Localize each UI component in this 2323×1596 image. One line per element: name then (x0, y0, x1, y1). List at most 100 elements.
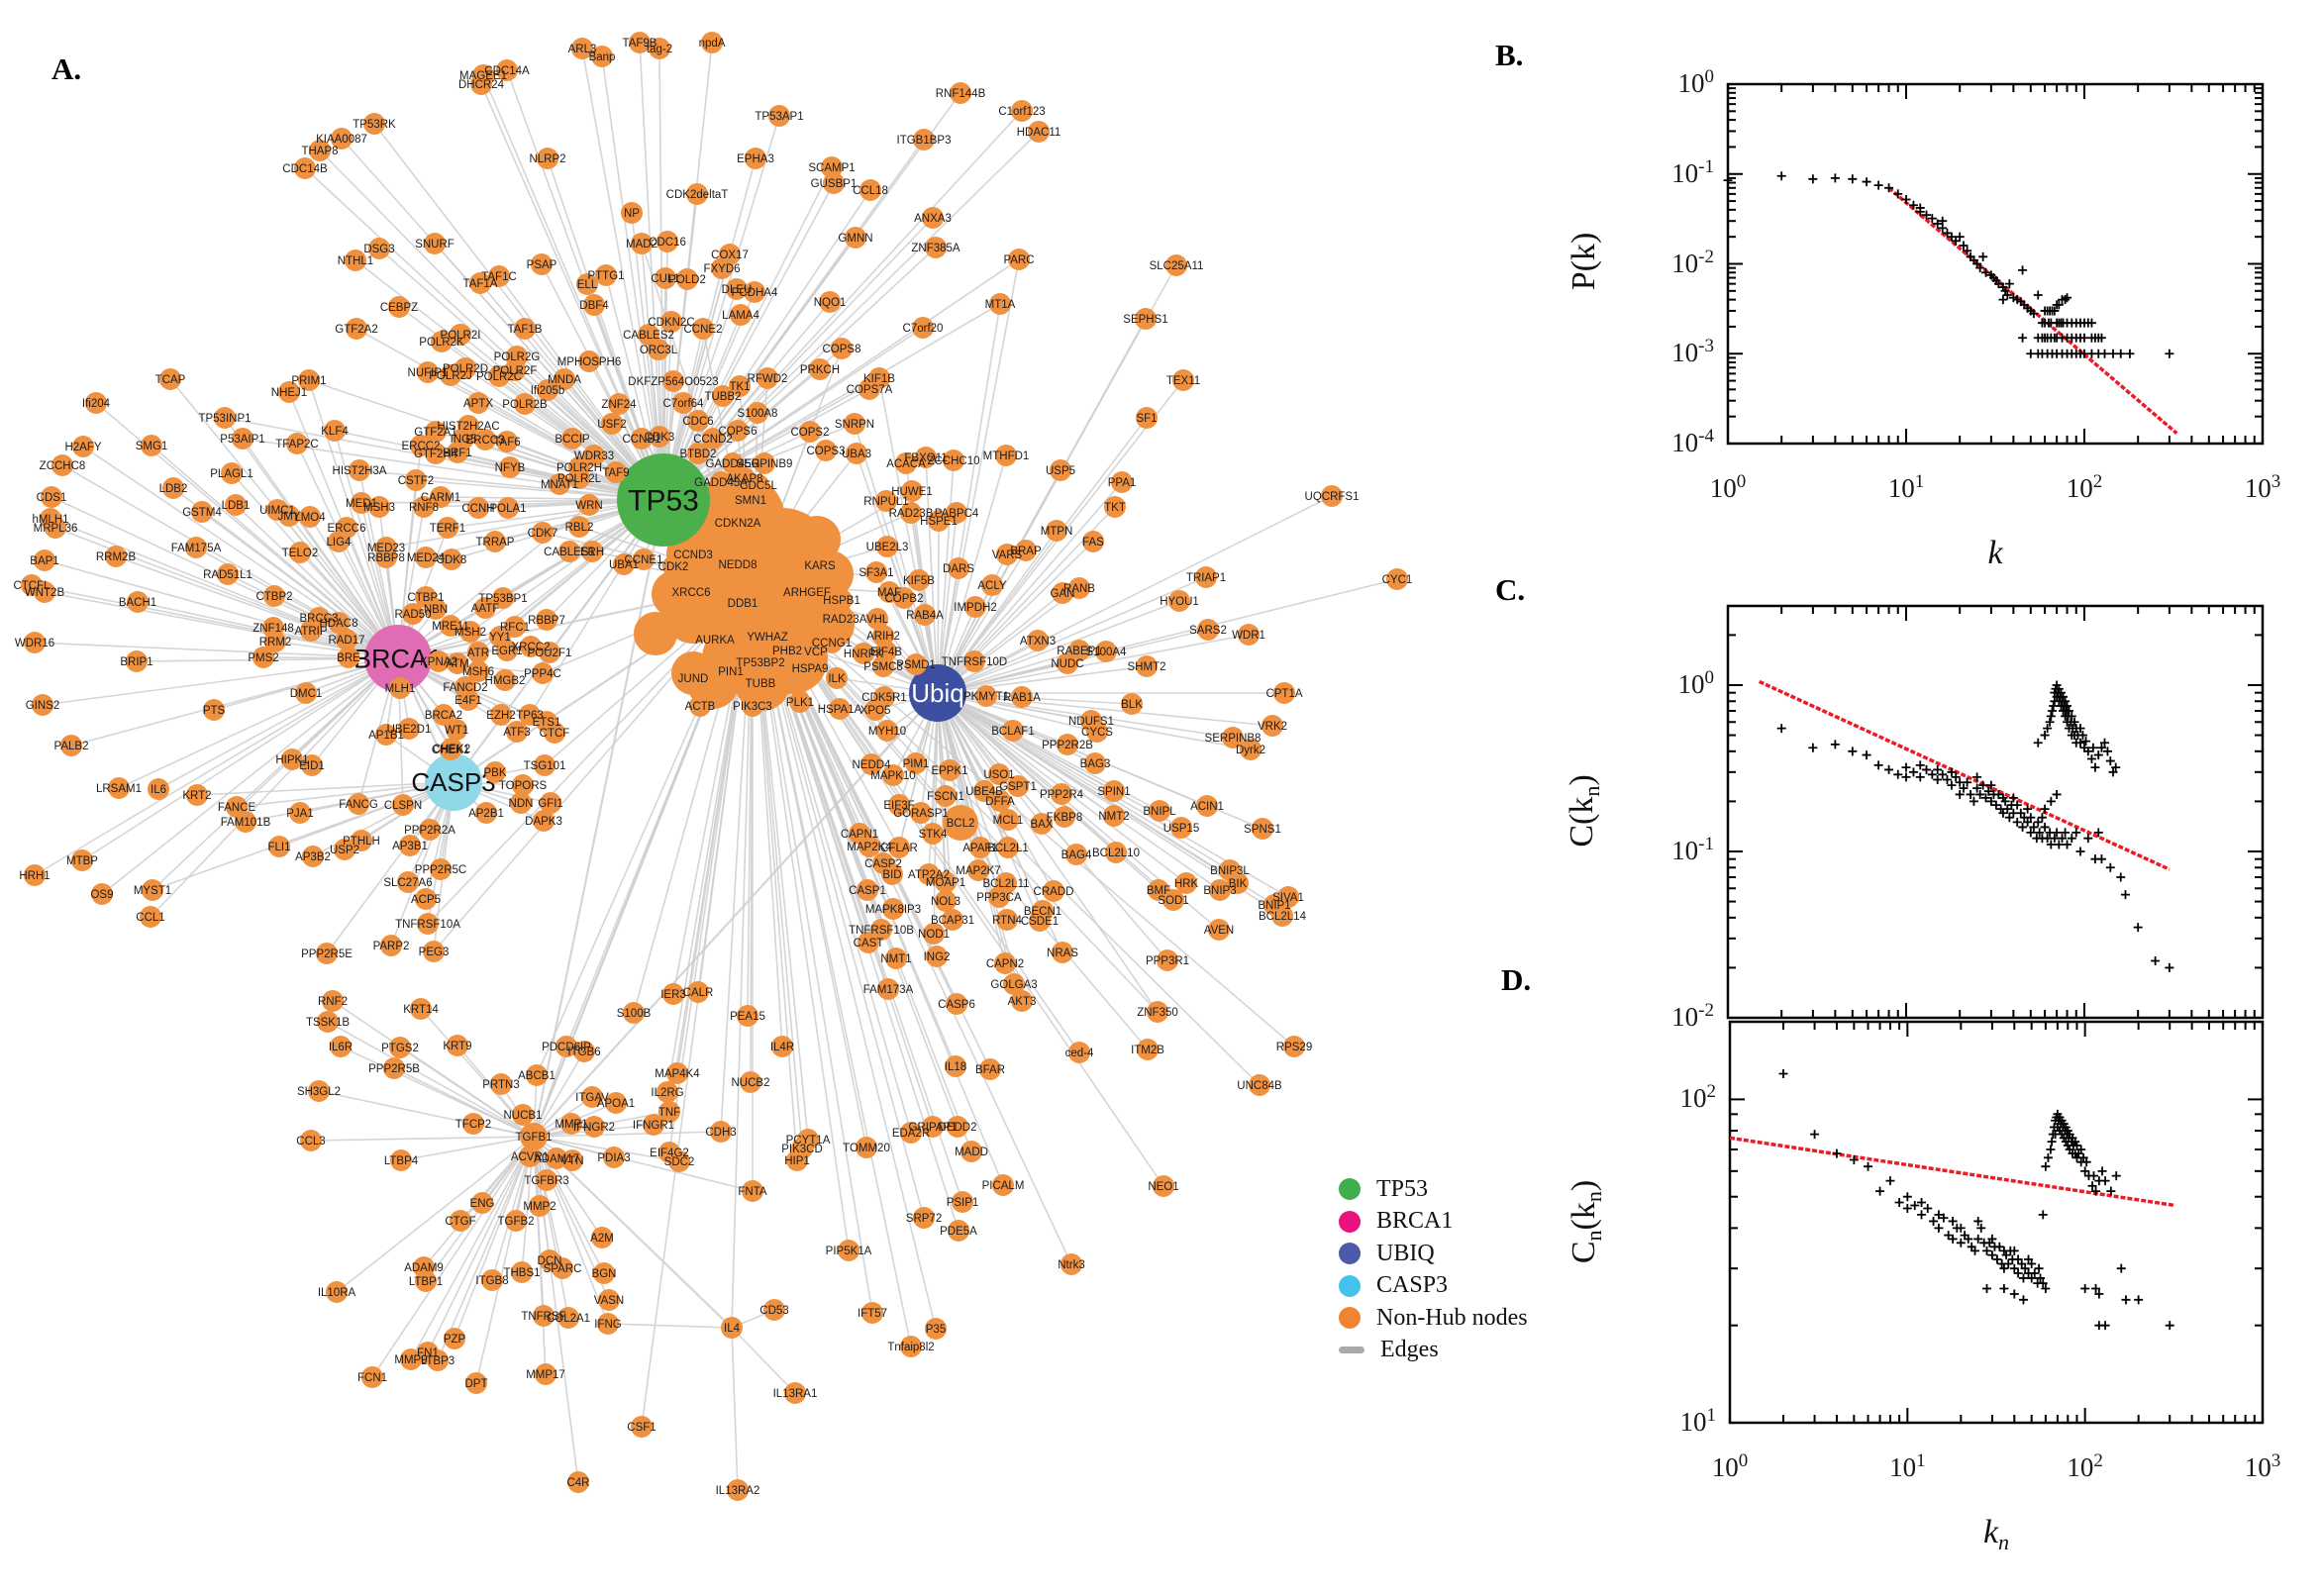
network-node[interactable] (601, 413, 623, 435)
network-node[interactable] (415, 888, 437, 910)
network-node[interactable] (470, 73, 492, 95)
network-node[interactable] (988, 763, 1010, 785)
network-node[interactable] (1137, 1039, 1159, 1060)
network-node[interactable] (85, 392, 107, 414)
network-node[interactable] (127, 591, 149, 613)
network-node[interactable] (425, 598, 447, 620)
network-node[interactable] (504, 616, 526, 638)
network-node[interactable] (263, 585, 285, 607)
network-node[interactable] (496, 59, 518, 81)
network-node[interactable] (326, 1281, 348, 1303)
network-node[interactable] (948, 557, 969, 579)
network-node[interactable] (1195, 566, 1217, 588)
network-node[interactable] (935, 890, 957, 912)
network-node[interactable] (687, 443, 709, 464)
network-node[interactable] (888, 837, 910, 858)
network-node[interactable] (514, 318, 536, 340)
network-node[interactable] (389, 677, 411, 699)
network-node[interactable] (148, 778, 169, 800)
network-node[interactable] (1031, 813, 1053, 835)
network-node[interactable] (722, 452, 744, 474)
network-node[interactable] (368, 496, 390, 518)
network-node[interactable] (656, 1081, 678, 1103)
network-node[interactable] (405, 469, 427, 491)
network-node[interactable] (217, 563, 239, 585)
network-node[interactable] (351, 492, 372, 514)
network-node[interactable] (900, 1122, 922, 1144)
network-node[interactable] (872, 655, 894, 677)
network-node[interactable] (578, 494, 600, 516)
network-node[interactable] (484, 761, 506, 783)
network-node[interactable] (784, 1382, 806, 1404)
network-node[interactable] (348, 793, 369, 815)
network-node[interactable] (662, 983, 684, 1005)
network-node[interactable] (799, 421, 821, 443)
network-node[interactable] (544, 722, 565, 744)
network-node[interactable] (845, 227, 866, 249)
network-node[interactable] (631, 1416, 653, 1438)
network-node[interactable] (520, 636, 542, 657)
network-node[interactable] (51, 454, 73, 476)
network-node[interactable] (662, 370, 684, 392)
network-node[interactable] (996, 909, 1018, 931)
network-node[interactable] (511, 1261, 533, 1283)
network-node[interactable] (979, 1058, 1001, 1080)
network-node[interactable] (672, 392, 694, 414)
network-node[interactable] (536, 609, 557, 631)
network-node[interactable] (415, 547, 437, 568)
network-node[interactable] (964, 596, 986, 618)
network-node[interactable] (185, 537, 207, 558)
network-node[interactable] (450, 324, 471, 346)
network-node[interactable] (419, 819, 441, 841)
network-node[interactable] (988, 886, 1010, 908)
network-node[interactable] (656, 231, 678, 252)
network-node[interactable] (415, 1270, 437, 1292)
network-node[interactable] (430, 486, 452, 508)
network-node[interactable] (655, 267, 676, 289)
network-node[interactable] (858, 378, 880, 400)
network-node[interactable] (331, 128, 353, 150)
network-node[interactable] (649, 426, 670, 448)
network-node[interactable] (338, 647, 359, 668)
network-node[interactable] (853, 643, 874, 664)
network-node[interactable] (496, 640, 518, 661)
network-node[interactable] (417, 913, 439, 935)
network-node[interactable] (861, 1302, 883, 1324)
network-node[interactable] (913, 1207, 935, 1229)
network-node[interactable] (796, 581, 818, 603)
network-node[interactable] (556, 1036, 577, 1057)
network-node[interactable] (324, 420, 346, 442)
network-node[interactable] (289, 542, 311, 563)
network-node[interactable] (375, 724, 397, 746)
network-node[interactable] (537, 379, 558, 401)
network-node[interactable] (142, 879, 163, 901)
network-node[interactable] (561, 428, 583, 449)
network-node[interactable] (876, 720, 898, 742)
network-node[interactable] (914, 604, 936, 626)
network-node[interactable] (34, 549, 55, 571)
network-node[interactable] (975, 685, 997, 707)
network-node[interactable] (885, 948, 907, 969)
network-node[interactable] (603, 1147, 625, 1168)
network-node[interactable] (510, 792, 532, 814)
network-node[interactable] (126, 650, 148, 672)
network-node[interactable] (383, 1057, 405, 1079)
network-node[interactable] (689, 695, 711, 717)
network-node[interactable] (1052, 582, 1073, 604)
network-node[interactable] (91, 883, 113, 905)
network-node[interactable] (838, 1240, 859, 1261)
network-node[interactable] (300, 1130, 322, 1151)
network-node[interactable] (1027, 630, 1049, 651)
network-node[interactable] (1084, 752, 1106, 774)
network-node[interactable] (1386, 568, 1408, 590)
network-node[interactable] (727, 512, 749, 534)
network-node[interactable] (809, 358, 831, 380)
hub-node-brca1[interactable] (364, 625, 432, 692)
network-node[interactable] (1054, 806, 1075, 828)
network-node[interactable] (467, 660, 489, 682)
network-node[interactable] (24, 632, 46, 653)
network-node[interactable] (819, 291, 841, 313)
network-node[interactable] (1135, 308, 1157, 330)
network-node[interactable] (815, 440, 837, 461)
network-node[interactable] (568, 516, 590, 538)
